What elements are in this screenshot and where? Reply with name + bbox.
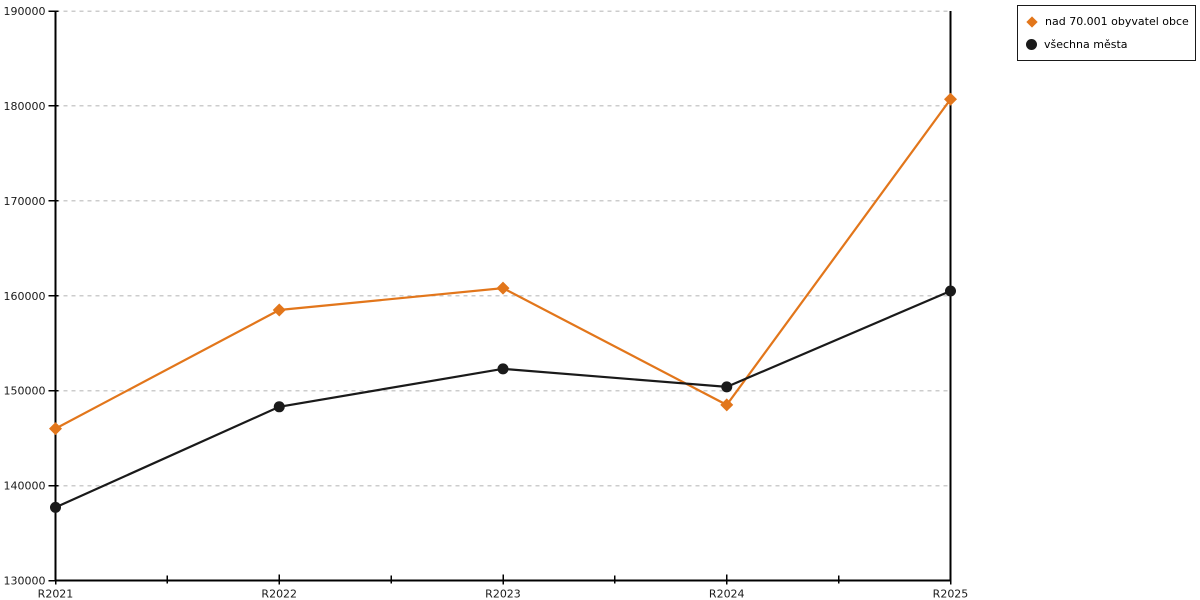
y-axis-tick-label: 140000 <box>4 480 46 493</box>
data-point-circle <box>50 501 61 513</box>
data-point-circle <box>721 381 733 393</box>
data-point-diamond <box>496 281 510 295</box>
series-line-0 <box>54 98 952 430</box>
y-axis-tick-label: 180000 <box>4 100 46 113</box>
y-axis-tick-label: 150000 <box>4 385 46 398</box>
x-axis-tick-label: R2025 <box>933 588 969 600</box>
data-point-circle <box>945 285 956 297</box>
series-line-1 <box>55 289 951 509</box>
y-axis-tick-label: 170000 <box>4 195 46 208</box>
legend-item: všechna města <box>1026 38 1187 51</box>
data-point-circle <box>497 363 509 375</box>
x-axis-tick-label: R2022 <box>261 588 297 600</box>
legend-label: všechna města <box>1044 38 1128 51</box>
data-point-diamond <box>49 422 62 436</box>
data-point-diamond <box>272 303 286 317</box>
y-axis-tick-label: 130000 <box>4 575 46 588</box>
legend-label: nad 70.001 obyvatel obce <box>1045 15 1189 28</box>
data-point-circle <box>273 401 285 413</box>
data-point-diamond <box>944 92 957 106</box>
y-axis-tick-label: 160000 <box>4 290 46 303</box>
x-axis-tick-label: R2021 <box>38 588 74 600</box>
circle-icon <box>1026 39 1037 50</box>
diamond-icon <box>1026 15 1038 28</box>
x-axis-tick-label: R2023 <box>485 588 521 600</box>
legend-item: nad 70.001 obyvatel obce <box>1026 15 1189 28</box>
legend: nad 70.001 obyvatel obce všechna města <box>1017 5 1196 61</box>
x-axis-tick-label: R2024 <box>709 588 745 600</box>
y-axis-tick-label: 190000 <box>4 5 46 18</box>
data-point-diamond <box>720 398 734 412</box>
